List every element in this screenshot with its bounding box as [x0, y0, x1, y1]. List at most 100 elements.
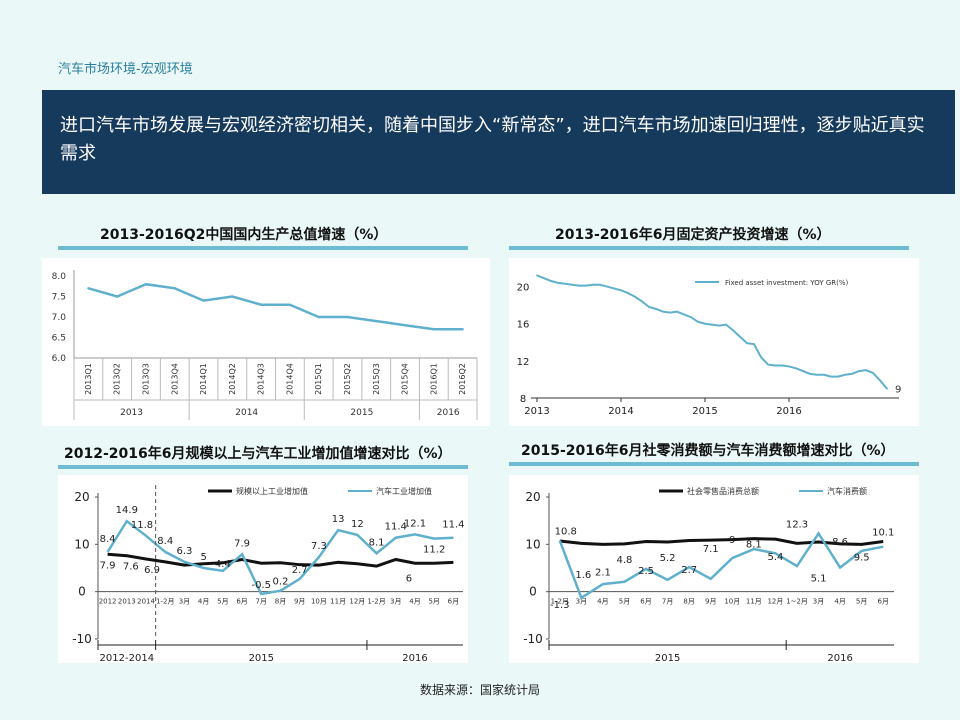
- fai-point: [746, 342, 748, 345]
- data-label: -0.5: [252, 580, 272, 591]
- fai-point: [767, 363, 769, 366]
- fai-point: [564, 282, 566, 285]
- fai-point: [802, 370, 804, 372]
- x-tick-label: 2016Q1: [429, 363, 438, 395]
- y-tick-label: 6.0: [52, 354, 67, 364]
- x-tick-label: 2016Q2: [458, 363, 467, 395]
- fai-point: [718, 324, 720, 327]
- gdp-point: [375, 319, 378, 323]
- retail-chart-title: 2015-2016年6月社零消费额与汽车消费额增速对比（%）: [521, 443, 895, 459]
- x-tick-label: 11月: [330, 598, 346, 606]
- data-label: 8.1: [369, 537, 385, 548]
- data-label: 11.4: [442, 520, 464, 531]
- y-tick-label: 7.0: [52, 313, 67, 323]
- legend-label: 汽车工业增加值: [376, 486, 432, 496]
- y-tick-label: -10: [72, 632, 92, 646]
- data-label: 4.4: [215, 559, 231, 570]
- x-tick-label: 12月: [767, 598, 783, 606]
- x-tick-label: 5月: [217, 598, 228, 606]
- data-label: 8.6: [832, 537, 848, 548]
- x-tick-label: 3月: [390, 598, 401, 606]
- retail-title-underline: [509, 462, 919, 466]
- data-label: 11.4: [385, 522, 407, 533]
- gdp-point: [259, 303, 263, 306]
- data-label: 10.8: [555, 527, 577, 538]
- fai-point: [823, 373, 825, 376]
- y-tick-label: 6.5: [52, 334, 66, 344]
- fai-point: [620, 289, 622, 292]
- x-tick-label: 2016: [776, 406, 801, 417]
- retail-chart: -10 0 10 20 1-2月 3月 4月 5月 6月 7月 8月 9月 10月 11月 12月 1~2月 3…: [509, 475, 919, 664]
- x-tick-label: 2014Q3: [257, 363, 266, 395]
- gdp-point: [231, 295, 234, 298]
- x-tick-label: 9月: [705, 598, 716, 606]
- x-tick-label: 1-2月: [156, 598, 174, 606]
- fai-point: [851, 372, 853, 375]
- data-label: 11.2: [423, 545, 445, 556]
- industry-title-underline: [58, 465, 468, 469]
- fai-point: [886, 387, 888, 390]
- industry-chart-title: 2012-2016年6月规模以上与汽车工业增加值增速对比（%）: [64, 446, 452, 462]
- fai-chart: 8 12 16 20 2013 2014 2015 2016 Fixed asset inves…: [509, 258, 919, 426]
- x-tick-label: 4月: [834, 598, 845, 606]
- x-tick-label: 2015Q4: [401, 363, 410, 395]
- y-tick-label: 10: [525, 537, 540, 551]
- fai-chart-svg: 8 12 16 20 2013 2014 2015 2016 Fixed asset inves…: [517, 274, 901, 417]
- group-label: 2015: [350, 408, 373, 418]
- gdp-point: [403, 324, 407, 327]
- data-label: 8.4: [157, 536, 173, 547]
- total-series-line: [559, 537, 884, 546]
- group-label: 2015: [249, 653, 274, 663]
- fai-point: [571, 283, 573, 286]
- y-tick-label: 12: [517, 357, 530, 368]
- fai-point: [550, 280, 552, 282]
- x-tick-label: 4月: [597, 598, 608, 606]
- data-label: 12.1: [404, 518, 426, 529]
- x-tick-label: 10月: [311, 598, 327, 606]
- fai-point: [816, 373, 818, 376]
- x-tick-label: 1-2月: [367, 598, 385, 606]
- x-tick-label: 7月: [256, 598, 267, 606]
- x-tick-label: 2015Q1: [314, 363, 323, 395]
- y-tick-label: 20: [525, 490, 540, 504]
- data-label: 2.7: [292, 565, 308, 576]
- x-tick-label: 1~2月: [786, 598, 808, 606]
- fai-point: [844, 373, 846, 376]
- x-tick-label: 4月: [198, 598, 209, 606]
- x-tick-label: 2014: [608, 406, 633, 417]
- data-label: 11.8: [131, 520, 153, 531]
- fai-point: [830, 375, 832, 378]
- retail-chart-svg: -10 0 10 20 1-2月 3月 4月 5月 6月 7月 8月 9月 10月 11月 12月 1~2月 3…: [523, 486, 894, 664]
- headline-banner: 进口汽车市场发展与宏观经济密切相关，随着中国步入“新常态”，进口汽车市场加速回归…: [42, 90, 955, 194]
- industry-chart: -10 0 10 20 2012 2013 2014 1-2月 3月 4月 5月 6月 7月 8月 9月 10…: [58, 475, 468, 664]
- x-tick-label: 2013Q2: [113, 363, 122, 395]
- fai-point: [711, 323, 713, 326]
- fai-point: [781, 364, 783, 367]
- x-tick-label: 6月: [448, 598, 459, 606]
- y-tick-label: 16: [517, 320, 530, 331]
- x-tick-label: 8月: [683, 598, 694, 606]
- data-label: 12: [351, 519, 364, 530]
- gdp-point: [288, 303, 292, 306]
- x-tick-label: 5月: [619, 598, 630, 606]
- fai-point: [634, 295, 636, 298]
- x-tick-label: 2014Q1: [199, 363, 208, 395]
- y-tick-label: 8: [520, 394, 526, 405]
- x-tick-label: 9月: [294, 598, 305, 606]
- fai-point: [760, 356, 762, 359]
- data-label: 9.5: [854, 553, 870, 564]
- fai-point: [592, 283, 594, 286]
- fai-point: [879, 379, 881, 382]
- data-label: 0.2: [273, 577, 289, 588]
- legend-label: 社会零售品消费总额: [687, 486, 759, 496]
- fai-point: [578, 284, 580, 287]
- x-tick-label: 2013: [524, 406, 549, 417]
- fai-series-line: [536, 274, 888, 390]
- gdp-point: [432, 328, 436, 331]
- group-label: 2014: [235, 408, 258, 418]
- fai-chart-title: 2013-2016年6月固定资产投资增速（%）: [555, 227, 831, 243]
- data-label: 4.8: [617, 555, 633, 566]
- group-label: 2013: [120, 408, 143, 418]
- data-label: 8.1: [746, 539, 762, 550]
- legend-label: 汽车消费额: [827, 486, 867, 496]
